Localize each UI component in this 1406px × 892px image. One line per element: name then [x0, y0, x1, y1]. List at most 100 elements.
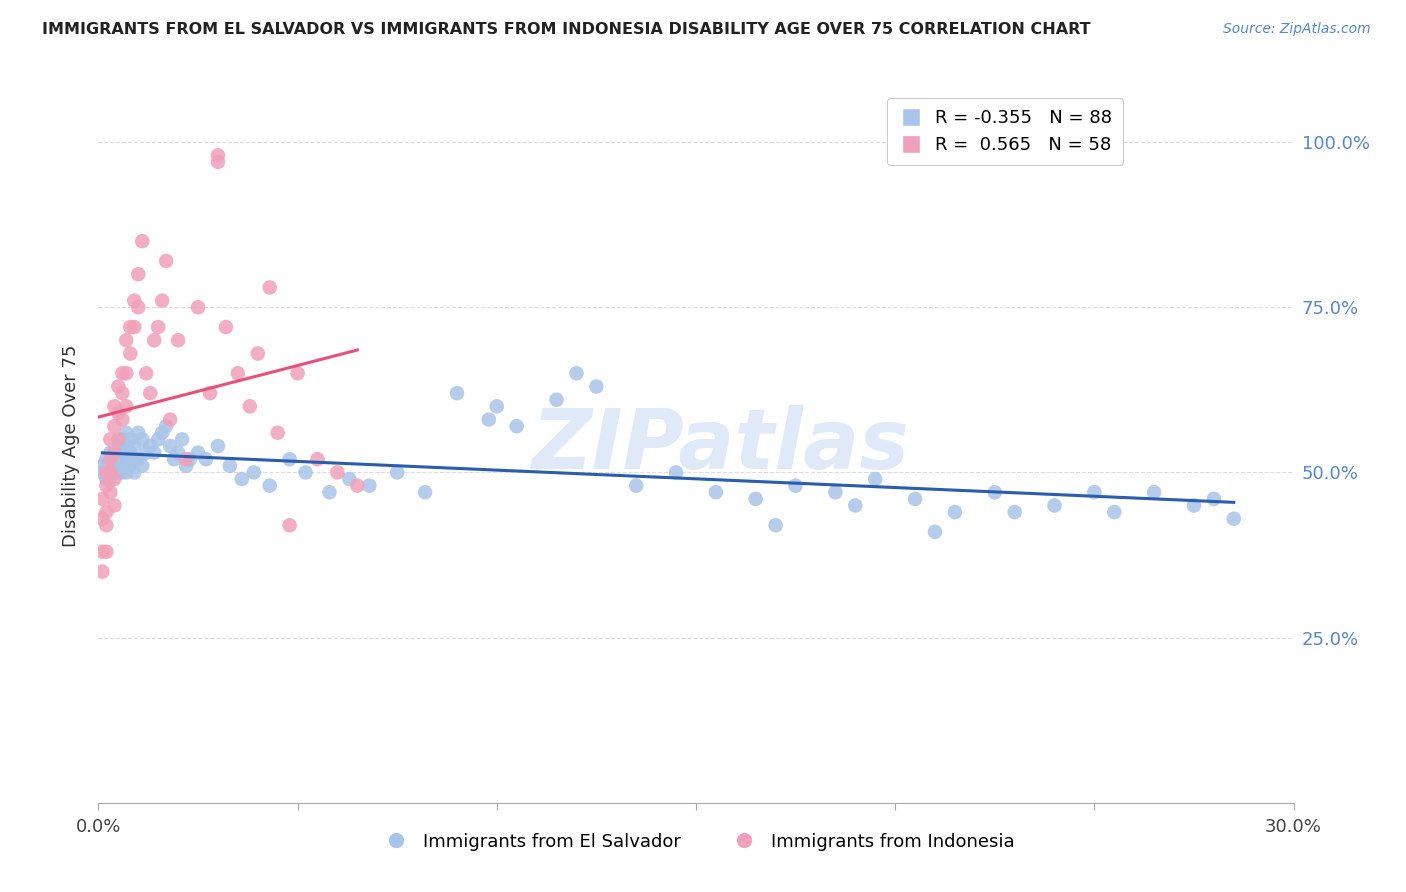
Immigrants from Indonesia	[107, 433, 129, 447]
Immigrants from El Salvador	[107, 458, 129, 473]
Immigrants from Indonesia	[98, 433, 122, 447]
Immigrants from Indonesia	[259, 280, 281, 294]
Immigrants from El Salvador	[704, 485, 727, 500]
Immigrants from Indonesia	[127, 300, 149, 314]
Immigrants from El Salvador	[359, 478, 381, 492]
Immigrants from El Salvador	[163, 452, 186, 467]
Immigrants from El Salvador	[98, 466, 122, 480]
Immigrants from Indonesia	[326, 466, 349, 480]
Immigrants from Indonesia	[207, 148, 229, 162]
Immigrants from El Salvador	[278, 452, 301, 467]
Immigrants from El Salvador	[167, 445, 190, 459]
Immigrants from El Salvador	[91, 466, 114, 480]
Immigrants from El Salvador	[259, 478, 281, 492]
Immigrants from Indonesia	[96, 505, 118, 519]
Immigrants from Indonesia	[103, 400, 125, 414]
Immigrants from El Salvador	[844, 499, 866, 513]
Immigrants from El Salvador	[124, 452, 146, 467]
Immigrants from Indonesia	[159, 412, 181, 426]
Immigrants from El Salvador	[135, 445, 157, 459]
Immigrants from Indonesia	[174, 452, 197, 467]
Text: IMMIGRANTS FROM EL SALVADOR VS IMMIGRANTS FROM INDONESIA DISABILITY AGE OVER 75 : IMMIGRANTS FROM EL SALVADOR VS IMMIGRANT…	[42, 22, 1091, 37]
Immigrants from El Salvador	[1083, 485, 1105, 500]
Immigrants from El Salvador	[765, 518, 787, 533]
Immigrants from Indonesia	[150, 293, 173, 308]
Immigrants from El Salvador	[127, 425, 149, 440]
Immigrants from El Salvador	[115, 439, 138, 453]
Immigrants from El Salvador	[1004, 505, 1026, 519]
Immigrants from Indonesia	[239, 400, 262, 414]
Immigrants from Indonesia	[103, 419, 125, 434]
Immigrants from Indonesia	[148, 320, 170, 334]
Immigrants from Indonesia	[96, 518, 118, 533]
Immigrants from El Salvador	[111, 466, 134, 480]
Immigrants from Indonesia	[287, 367, 309, 381]
Immigrants from El Salvador	[924, 524, 946, 539]
Immigrants from El Salvador	[103, 458, 125, 473]
Immigrants from Indonesia	[115, 367, 138, 381]
Immigrants from El Salvador	[243, 466, 266, 480]
Immigrants from El Salvador	[148, 433, 170, 447]
Immigrants from El Salvador	[785, 478, 807, 492]
Immigrants from El Salvador	[107, 439, 129, 453]
Immigrants from Indonesia	[98, 485, 122, 500]
Immigrants from Indonesia	[307, 452, 329, 467]
Immigrants from El Salvador	[96, 466, 118, 480]
Immigrants from Indonesia	[135, 367, 157, 381]
Immigrants from El Salvador	[111, 433, 134, 447]
Immigrants from El Salvador	[107, 466, 129, 480]
Immigrants from Indonesia	[91, 491, 114, 506]
Immigrants from Indonesia	[91, 545, 114, 559]
Immigrants from El Salvador	[98, 445, 122, 459]
Immigrants from El Salvador	[187, 445, 209, 459]
Immigrants from El Salvador	[294, 466, 316, 480]
Immigrants from Indonesia	[115, 333, 138, 347]
Immigrants from El Salvador	[127, 452, 149, 467]
Immigrants from Indonesia	[103, 472, 125, 486]
Immigrants from Indonesia	[127, 267, 149, 281]
Immigrants from El Salvador	[120, 458, 142, 473]
Immigrants from El Salvador	[91, 458, 114, 473]
Immigrants from El Salvador	[103, 466, 125, 480]
Immigrants from El Salvador	[1182, 499, 1205, 513]
Immigrants from El Salvador	[546, 392, 568, 407]
Immigrants from Indonesia	[346, 478, 368, 492]
Immigrants from El Salvador	[665, 466, 688, 480]
Immigrants from El Salvador	[195, 452, 218, 467]
Immigrants from Indonesia	[96, 466, 118, 480]
Immigrants from El Salvador	[478, 412, 501, 426]
Immigrants from El Salvador	[124, 439, 146, 453]
Immigrants from Indonesia	[155, 254, 177, 268]
Immigrants from Indonesia	[131, 234, 153, 248]
Immigrants from Indonesia	[98, 466, 122, 480]
Immigrants from El Salvador	[111, 458, 134, 473]
Immigrants from El Salvador	[339, 472, 361, 486]
Immigrants from El Salvador	[865, 472, 887, 486]
Immigrants from El Salvador	[1202, 491, 1225, 506]
Immigrants from El Salvador	[96, 452, 118, 467]
Text: Source: ZipAtlas.com: Source: ZipAtlas.com	[1223, 22, 1371, 37]
Immigrants from Indonesia	[103, 445, 125, 459]
Immigrants from Indonesia	[96, 545, 118, 559]
Immigrants from Indonesia	[143, 333, 166, 347]
Immigrants from El Salvador	[413, 485, 436, 500]
Immigrants from El Salvador	[98, 458, 122, 473]
Immigrants from El Salvador	[131, 433, 153, 447]
Immigrants from El Salvador	[120, 433, 142, 447]
Immigrants from El Salvador	[745, 491, 768, 506]
Immigrants from El Salvador	[120, 445, 142, 459]
Immigrants from El Salvador	[115, 452, 138, 467]
Immigrants from El Salvador	[318, 485, 340, 500]
Immigrants from Indonesia	[215, 320, 238, 334]
Immigrants from El Salvador	[565, 367, 588, 381]
Immigrants from El Salvador	[115, 425, 138, 440]
Immigrants from El Salvador	[179, 452, 201, 467]
Immigrants from El Salvador	[139, 439, 162, 453]
Immigrants from El Salvador	[984, 485, 1007, 500]
Immigrants from El Salvador	[626, 478, 648, 492]
Immigrants from El Salvador	[1104, 505, 1126, 519]
Immigrants from El Salvador	[219, 458, 242, 473]
Immigrants from El Salvador	[943, 505, 966, 519]
Immigrants from Indonesia	[98, 452, 122, 467]
Text: ZIPatlas: ZIPatlas	[531, 406, 908, 486]
